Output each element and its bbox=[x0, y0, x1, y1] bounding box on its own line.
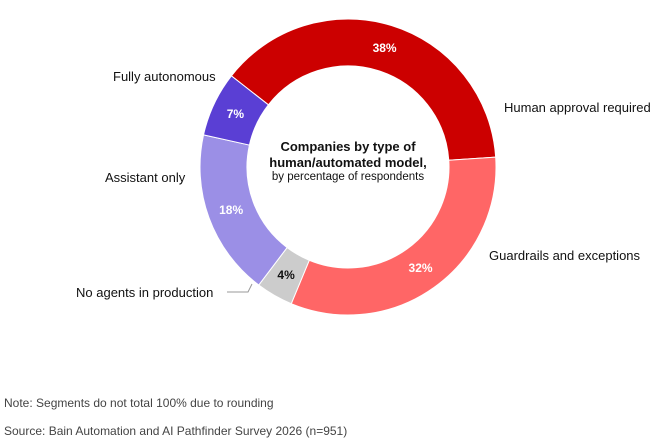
category-label-fully-autonomous: Fully autonomous bbox=[113, 69, 216, 84]
category-label-human-approval: Human approval required bbox=[504, 100, 651, 115]
value-label-human-approval: 38% bbox=[373, 41, 397, 55]
chart-subtitle: by percentage of respondents bbox=[271, 171, 425, 183]
value-label-assistant-only: 18% bbox=[219, 203, 243, 217]
donut-slice-human-approval bbox=[230, 18, 497, 161]
value-label-guardrails: 32% bbox=[409, 261, 433, 275]
category-label-no-agents: No agents in production bbox=[76, 285, 214, 300]
donut-slice-fully-autonomous bbox=[202, 75, 270, 146]
value-label-no-agents: 4% bbox=[277, 268, 295, 282]
chart-note: Note: Segments do not total 100% due to … bbox=[4, 396, 274, 410]
leader-line-no-agents bbox=[227, 283, 253, 293]
chart-title-line-1: Companies by type of bbox=[280, 139, 416, 154]
donut-slice-guardrails bbox=[290, 156, 497, 316]
chart-title-line-2: human/automated model, bbox=[269, 155, 427, 170]
category-label-guardrails: Guardrails and exceptions bbox=[489, 248, 641, 263]
value-label-fully-autonomous: 7% bbox=[227, 107, 245, 121]
chart-source: Source: Bain Automation and AI Pathfinde… bbox=[4, 424, 348, 438]
chart-title: Companies by type of human/automated mod… bbox=[248, 139, 448, 171]
category-label-assistant-only: Assistant only bbox=[105, 170, 186, 185]
